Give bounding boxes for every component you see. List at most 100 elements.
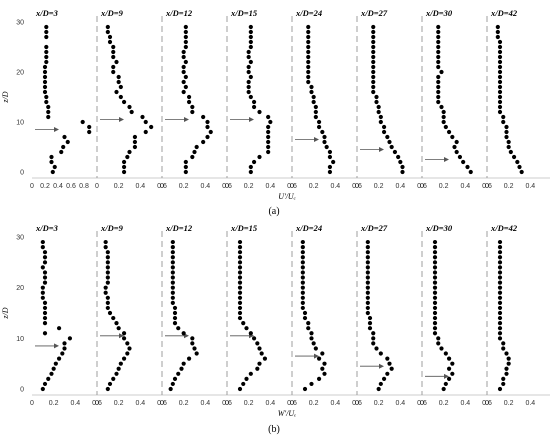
data-point <box>497 265 503 270</box>
data-point <box>80 119 85 125</box>
data-point <box>183 74 188 80</box>
data-point <box>246 84 251 90</box>
data-point <box>149 124 154 130</box>
data-point <box>116 366 121 371</box>
data-point <box>257 346 262 351</box>
data-point <box>371 34 376 40</box>
data-point <box>168 386 173 392</box>
data-point <box>385 371 390 376</box>
data-point <box>111 64 116 70</box>
data-point <box>62 341 67 346</box>
arrow-head <box>54 127 59 132</box>
arrow-head <box>119 333 124 339</box>
x-tick-label: 0.4 <box>525 183 535 190</box>
data-point <box>300 245 305 250</box>
data-point <box>441 119 446 125</box>
data-point <box>365 250 370 255</box>
data-point <box>432 310 438 316</box>
data-point <box>322 371 327 376</box>
data-point <box>176 371 181 376</box>
panel-x-d-24: x/D=24 0 0.2 0.4 0.6 <box>290 8 362 190</box>
data-point <box>302 386 308 392</box>
data-point <box>300 290 305 295</box>
data-point <box>306 59 311 65</box>
data-point <box>506 139 511 145</box>
panel-title: x/D=42 <box>490 8 518 18</box>
x-tick-label: 0.4 <box>53 183 63 190</box>
data-point <box>42 255 48 260</box>
data-point <box>111 54 116 60</box>
x-tick-label: 0.4 <box>395 183 405 190</box>
data-point <box>432 265 438 270</box>
data-point <box>105 29 110 35</box>
data-point <box>454 139 459 145</box>
data-point <box>371 341 376 346</box>
data-point <box>201 114 206 120</box>
data-point <box>365 310 370 316</box>
data-point <box>181 49 186 55</box>
panel-x-d-9: x/D=9 0 0.2 0.4 0.6 <box>95 223 167 407</box>
data-point <box>439 69 444 75</box>
data-point <box>432 285 438 290</box>
data-point <box>398 159 403 165</box>
data-point <box>42 270 48 275</box>
data-point <box>140 114 145 120</box>
arrow-head <box>184 117 189 122</box>
data-point <box>497 74 503 80</box>
data-point <box>44 49 49 55</box>
data-point <box>181 79 186 85</box>
x-tick-label: 0.6 <box>92 400 102 407</box>
data-point <box>121 331 127 336</box>
data-point <box>116 74 121 80</box>
data-point <box>42 79 48 85</box>
data-point <box>183 59 188 65</box>
data-point <box>237 260 243 265</box>
data-point <box>42 69 48 75</box>
data-point <box>511 154 517 160</box>
data-point <box>194 351 199 356</box>
data-point <box>436 74 441 80</box>
data-point <box>266 134 271 140</box>
data-point <box>316 376 322 381</box>
data-point <box>183 34 188 40</box>
panel-x-d-24: x/D=24 0 0.2 0.4 0.6 <box>290 223 362 407</box>
data-point <box>46 104 51 110</box>
data-point <box>244 376 249 381</box>
data-point <box>121 356 127 361</box>
x-tick-label: 0 <box>225 400 229 407</box>
data-point <box>127 104 132 110</box>
data-point <box>302 315 308 321</box>
data-point <box>306 54 311 60</box>
data-point <box>371 336 376 341</box>
data-point <box>497 39 503 45</box>
data-point <box>46 109 51 115</box>
data-point <box>42 275 48 280</box>
data-point <box>302 310 308 316</box>
data-point <box>248 74 253 80</box>
data-point <box>246 64 251 70</box>
data-point <box>125 341 130 346</box>
data-point <box>309 331 314 336</box>
data-point <box>246 49 251 55</box>
panel-x-d-15: x/D=15 0 0.2 0.4 0.6 <box>225 223 297 407</box>
data-point <box>306 79 311 85</box>
data-point <box>105 265 110 270</box>
data-point <box>497 295 503 300</box>
data-point <box>497 94 503 100</box>
data-point <box>446 366 452 371</box>
panel-x-d-12: x/D=12 0 0.2 0.4 0.6 <box>160 223 232 407</box>
data-point <box>246 69 251 75</box>
data-point <box>371 84 376 90</box>
data-point <box>306 44 311 50</box>
data-point <box>452 144 457 150</box>
data-point <box>306 49 311 55</box>
panel-x-d-30: x/D=30 0 0.2 0.4 0.6 <box>420 223 492 407</box>
data-point <box>183 164 188 170</box>
data-point <box>248 24 253 30</box>
x-tick-label: 0.6 <box>222 400 232 407</box>
data-point <box>44 54 49 60</box>
data-point <box>320 366 325 371</box>
data-point <box>465 164 470 170</box>
data-point <box>327 164 333 170</box>
